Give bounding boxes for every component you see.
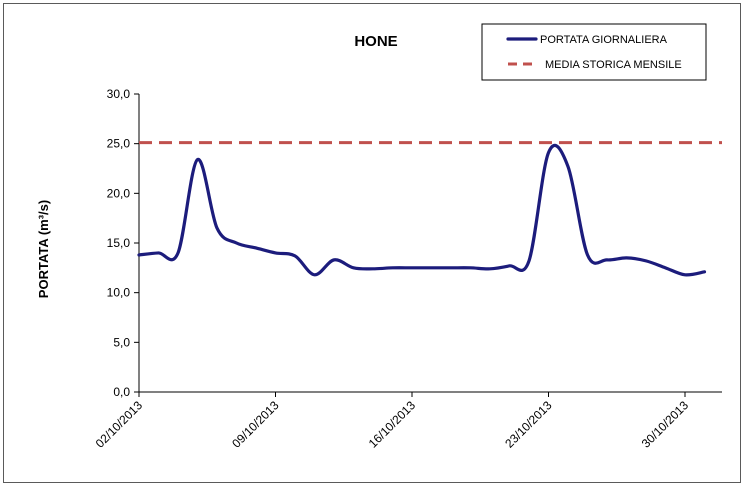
y-tick-label: 30,0: [107, 87, 131, 101]
legend: PORTATA GIORNALIERA MEDIA STORICA MENSIL…: [481, 23, 707, 81]
x-tick-label: 16/10/2013: [366, 398, 419, 451]
y-ticks: 0,0 5,0 10,0 15,0 20,0 25,0 30,0: [107, 87, 139, 399]
y-tick-label: 0,0: [113, 385, 130, 399]
legend-box: [481, 23, 707, 81]
x-tick-label: 09/10/2013: [229, 398, 282, 451]
x-tick-label: 30/10/2013: [639, 398, 692, 451]
y-tick-label: 20,0: [107, 186, 131, 200]
chart-frame: HONE PORTATA (m³/s) 0,0 5,0 10,0 15,0 20,0 25…: [3, 3, 741, 483]
series-layer: [137, 141, 722, 277]
chart-svg: HONE PORTATA (m³/s) 0,0 5,0 10,0 15,0 20,0 25…: [36, 23, 722, 451]
y-axis-title: PORTATA (m³/s): [36, 200, 51, 298]
x-tick-label: 23/10/2013: [502, 398, 555, 451]
series-line-portata-giornaliera: [137, 143, 707, 277]
x-tick-label: 02/10/2013: [93, 398, 146, 451]
y-tick-label: 25,0: [107, 137, 131, 151]
y-tick-label: 15,0: [107, 236, 131, 250]
y-tick-label: 5,0: [113, 335, 130, 349]
chart-title: HONE: [354, 33, 397, 50]
legend-label-portata-giornaliera: PORTATA GIORNALIERA: [540, 34, 668, 46]
y-tick-label: 10,0: [107, 286, 131, 300]
x-ticks: 02/10/2013 09/10/2013 16/10/2013 23/10/2013…: [93, 392, 692, 451]
legend-label-media-storica-mensile: MEDIA STORICA MENSILE: [545, 59, 682, 71]
